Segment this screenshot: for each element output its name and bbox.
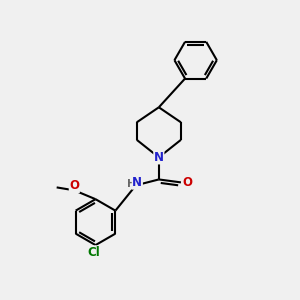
Text: N: N — [154, 151, 164, 164]
Text: O: O — [182, 176, 192, 189]
Text: N: N — [132, 176, 142, 189]
Text: O: O — [69, 179, 79, 192]
Text: Cl: Cl — [88, 246, 100, 259]
Text: H: H — [127, 179, 136, 189]
